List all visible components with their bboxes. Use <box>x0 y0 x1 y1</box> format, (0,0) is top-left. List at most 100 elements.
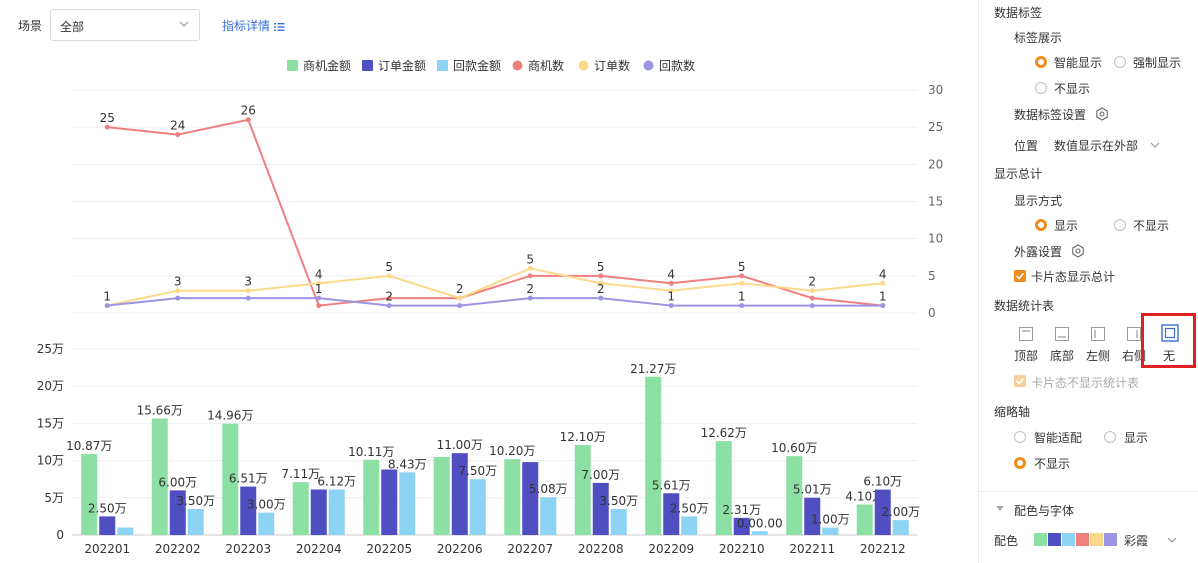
stat-table-title: 数据统计表 <box>994 299 1055 313</box>
tick-label: 30 <box>928 83 943 97</box>
data-label: 26 <box>241 104 256 118</box>
line-point <box>880 303 886 309</box>
card-hide-table-label: 卡片态不显示统计表 <box>1031 376 1140 390</box>
legend-marker <box>362 60 373 71</box>
tick-label: 10万 <box>37 454 64 468</box>
bar <box>222 423 239 535</box>
table-right-icon[interactable] <box>1126 326 1142 342</box>
radio-hide-label[interactable] <box>1035 82 1047 94</box>
bar <box>786 456 803 535</box>
data-label: 3 <box>244 275 252 289</box>
table-none-icon[interactable] <box>1161 324 1179 342</box>
radio-hide-axis[interactable] <box>1014 457 1026 469</box>
radio-smart-fit[interactable] <box>1014 431 1026 443</box>
line-point <box>739 273 745 279</box>
data-label: 12.10万 <box>560 430 606 444</box>
line-point <box>316 303 322 309</box>
display-mode-title: 显示方式 <box>1014 194 1063 208</box>
scene-select[interactable]: 全部 <box>50 9 200 41</box>
data-label: 4 <box>315 267 323 281</box>
label-settings-title: 数据标签设置 <box>1014 108 1087 122</box>
radio-show-total[interactable] <box>1035 219 1047 231</box>
tick-label: 25 <box>928 120 943 134</box>
line-point <box>104 124 110 130</box>
bar <box>187 508 204 535</box>
metric-detail-link[interactable]: 指标详情 <box>222 17 285 34</box>
opt-smart-fit: 智能适配 <box>1034 431 1083 445</box>
data-label: 1.00万 <box>811 513 850 527</box>
table-pos-left: 左侧 <box>1086 349 1111 363</box>
x-tick-label: 202204 <box>296 542 342 556</box>
card-hide-table-checkbox[interactable] <box>1014 375 1026 387</box>
table-left-icon[interactable] <box>1090 326 1106 342</box>
line-point <box>668 288 674 294</box>
bar <box>715 441 732 535</box>
data-label: 21.27万 <box>630 362 676 376</box>
tick-label: 10 <box>928 232 943 246</box>
data-label: 2 <box>385 290 393 304</box>
data-label: 6.10万 <box>863 475 902 489</box>
data-label: 1 <box>103 290 111 304</box>
radio-no-total[interactable] <box>1114 219 1126 231</box>
data-label: 6.00万 <box>158 475 197 489</box>
x-tick-label: 202207 <box>507 542 553 556</box>
bar <box>328 489 345 535</box>
tick-label: 5 <box>928 269 936 283</box>
table-bottom-icon[interactable] <box>1054 326 1070 342</box>
data-label: 10.60万 <box>771 441 817 455</box>
tick-label: 15 <box>928 195 943 209</box>
chevron-down-icon <box>1167 537 1177 543</box>
opt-show-total: 显示 <box>1054 219 1079 233</box>
data-label: 12.62万 <box>701 426 747 440</box>
line-point <box>175 288 181 294</box>
tick-label: 0 <box>56 528 64 542</box>
data-label: 5 <box>526 252 534 266</box>
caret-down-icon[interactable] <box>996 506 1004 512</box>
gear-icon[interactable] <box>1095 107 1109 121</box>
radio-smart-display[interactable] <box>1035 56 1047 68</box>
color-font-title: 配色与字体 <box>1014 504 1075 518</box>
metric-detail-label: 指标详情 <box>222 19 271 33</box>
line-point <box>457 295 463 301</box>
legend-marker <box>437 60 448 71</box>
table-top-icon[interactable] <box>1018 326 1034 342</box>
data-label: 5 <box>738 260 746 274</box>
radio-force-display[interactable] <box>1114 56 1126 68</box>
legend-marker <box>512 60 523 71</box>
position-label: 位置 <box>1014 139 1039 153</box>
gear-icon[interactable] <box>1071 244 1085 258</box>
x-tick-label: 202212 <box>860 542 906 556</box>
line-point <box>739 280 745 286</box>
line-point <box>245 288 251 294</box>
x-tick-label: 202202 <box>155 542 201 556</box>
radio-show-axis[interactable] <box>1104 431 1116 443</box>
data-label: 6.51万 <box>229 472 268 486</box>
series-line <box>107 267 883 307</box>
bar <box>856 504 873 535</box>
data-label: 5.61万 <box>652 478 691 492</box>
chevron-down-icon <box>179 21 189 27</box>
line-point <box>527 265 533 271</box>
bar <box>574 444 591 535</box>
x-tick-label: 202210 <box>719 542 765 556</box>
bar <box>469 479 486 535</box>
line-point <box>668 280 674 286</box>
data-label: 2.00万 <box>881 505 920 519</box>
line-point <box>527 273 533 279</box>
bar <box>645 376 662 535</box>
thumb-axis-title: 缩略轴 <box>994 405 1031 419</box>
x-tick-label: 202211 <box>789 542 835 556</box>
legend-marker <box>643 60 654 71</box>
palette-swatch <box>1090 533 1103 546</box>
label-display-title: 标签展示 <box>1014 31 1063 45</box>
line-point <box>245 117 251 123</box>
card-total-checkbox[interactable] <box>1014 270 1026 282</box>
palette-swatch <box>1034 533 1047 546</box>
data-label: 15.66万 <box>137 403 183 417</box>
data-label: 3.50万 <box>599 494 638 508</box>
bar <box>433 456 450 535</box>
data-label: 5 <box>385 260 393 274</box>
data-label: 5.01万 <box>793 483 832 497</box>
position-select[interactable]: 数值显示在外部 <box>1054 139 1139 153</box>
line-point <box>386 295 392 301</box>
